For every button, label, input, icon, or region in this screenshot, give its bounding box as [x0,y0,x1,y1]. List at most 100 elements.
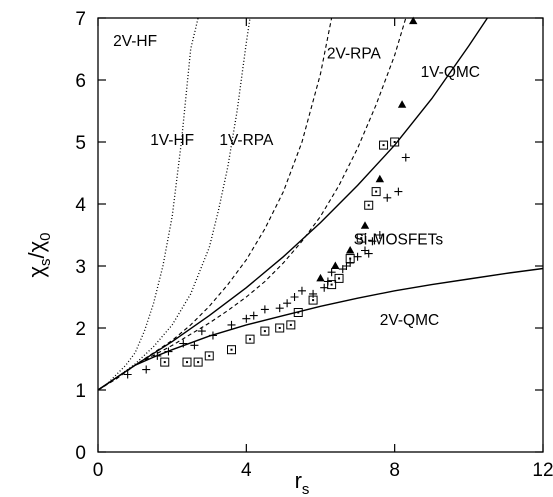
data-point-square [390,137,400,147]
square-center-dot [360,237,363,240]
x-tick-label: 0 [93,460,104,481]
square-center-dot [208,354,211,357]
square-center-dot [186,361,188,364]
curve-label-1v-qmc: 1V-QMC [421,64,480,81]
data-point-plus [190,341,199,350]
data-point-triangle [345,246,355,254]
data-point-square [286,320,296,330]
data-points [123,16,418,379]
data-point-plus [364,249,373,258]
series-line-1v-hf [97,17,251,391]
data-point-plus [179,339,188,348]
y-tick-label: 7 [75,9,86,30]
data-point-plus [123,370,132,379]
square-outline [260,326,270,336]
x-axis-title: rs [295,468,310,497]
data-point-plus [164,347,173,356]
square-outline [204,351,214,361]
curve-label-si-mosfets: Si-MOSFETs [354,231,444,248]
curve-label-2v-hf: 2V-HF [113,33,157,50]
data-point-plus [260,305,269,314]
square-outline [364,200,374,210]
data-point-square [327,280,337,290]
square-outline [286,320,296,330]
data-point-square [245,334,255,344]
data-point-square [379,140,389,150]
square-outline [182,357,192,367]
square-outline [334,273,344,283]
y-tick-label: 0 [75,443,86,464]
data-point-plus [153,351,162,360]
square-center-dot [163,361,166,364]
series-line-2v-rpa [97,17,407,391]
data-point-square [193,357,203,367]
square-center-dot [349,257,352,260]
y-axis-title-part-1: χ [24,266,49,278]
data-point-triangle [409,16,418,25]
x-tick-label: 12 [532,460,553,481]
y-tick-label: 4 [75,195,86,216]
y-tick-label: 6 [75,71,86,92]
data-point-plus [242,314,251,323]
series-line-2v-qmc [97,267,544,391]
data-point-square [160,357,170,367]
x-tick-label: 4 [241,460,252,481]
data-point-plus [249,311,258,320]
data-point-triangle [331,261,340,269]
curve-labels: 2V-HF 1V-HF 1V-RPA 2V-RPA 1V-QMC Si-MOSFETs 2V… [113,33,480,329]
square-outline [379,140,389,150]
data-point-plus [208,331,217,340]
square-outline [308,295,318,305]
data-point-square [275,323,285,333]
series-line-2v-hf [97,17,199,391]
data-point-triangle [397,100,407,108]
x-axis-title-subscript: s [302,481,310,497]
square-outline [275,323,285,333]
data-point-triangle [360,221,370,229]
x-axis-title-main: r [295,468,302,493]
square-center-dot [375,190,378,193]
data-point-square [334,273,344,283]
data-point-triangle [316,273,325,282]
square-outline [293,308,303,317]
data-point-plus [290,293,299,301]
square-outline [356,233,366,243]
square-outline [193,357,203,367]
square-center-dot [367,204,370,207]
data-point-triangle [375,174,385,183]
series-lines [97,17,544,391]
y-axis-title: χs/χ0 [24,232,54,277]
square-center-dot [382,144,385,147]
data-point-square [371,187,381,197]
curve-label-1v-rpa: 1V-RPA [219,132,274,149]
data-point-plus [327,268,336,277]
square-outline [327,280,337,290]
data-point-plus [375,231,384,239]
square-center-dot [263,330,266,333]
square-center-dot [330,283,333,286]
data-point-plus [227,320,236,329]
square-outline [160,357,170,367]
square-center-dot [230,348,233,351]
square-outline [371,187,381,197]
data-point-plus [383,193,392,202]
y-tick-label: 1 [75,381,86,402]
square-outline [227,345,236,355]
data-point-plus [368,237,377,246]
data-point-plus [309,289,318,298]
data-point-plus [297,286,306,295]
data-point-square [260,326,270,336]
data-point-square [364,200,374,210]
square-center-dot [312,299,315,302]
curve-label-2v-qmc: 2V-QMC [380,312,439,329]
y-axis-title-part-3: /χ [24,240,49,258]
data-point-plus [197,327,206,336]
data-point-plus [394,187,403,196]
square-outline [390,137,400,147]
y-tick-label: 5 [75,133,86,154]
square-outline [345,254,355,264]
y-axis-title-part-2: s [37,258,54,266]
data-point-square [308,295,318,305]
